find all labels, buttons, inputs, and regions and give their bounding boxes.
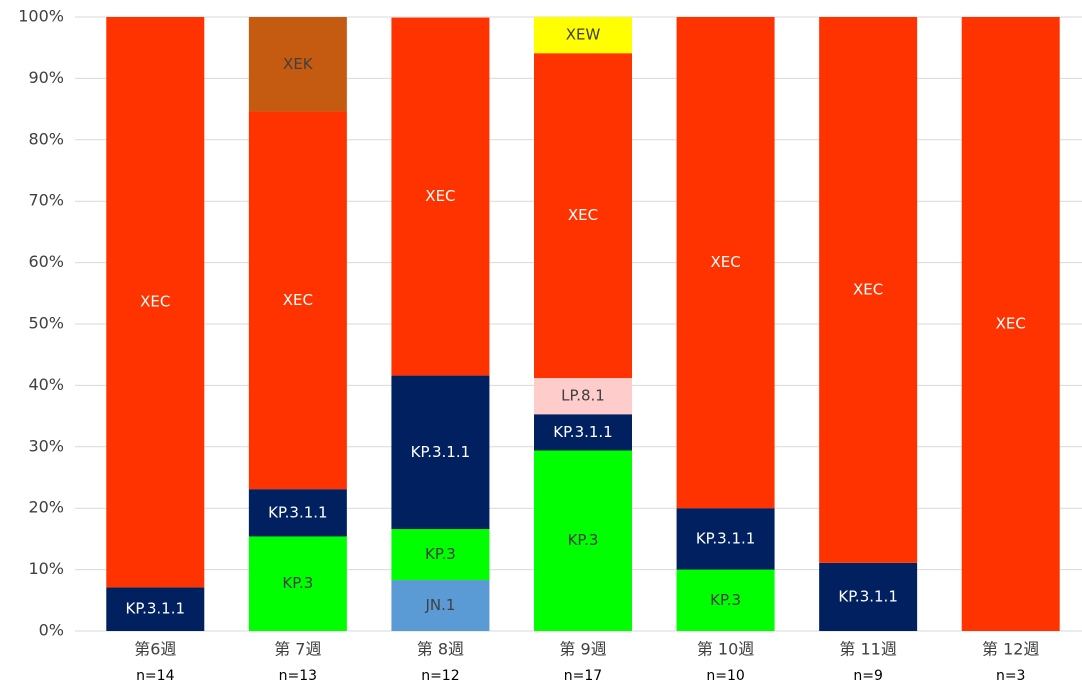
bar-segment: [534, 53, 632, 379]
segment-label: XEC: [140, 293, 170, 311]
segment-label: KP.3: [425, 545, 456, 563]
segment-label: XEC: [283, 291, 313, 309]
segment-label: JN.1: [424, 596, 455, 614]
bar-segment: [391, 580, 490, 631]
bar-segment: [248, 111, 347, 490]
segment-label: KP.3: [568, 531, 599, 549]
y-tick-label: 60%: [28, 252, 64, 271]
y-tick-label: 0%: [39, 621, 64, 640]
x-tick-label: 第6週: [134, 640, 176, 659]
bar-segment: [961, 17, 1060, 631]
segment-label: KP.3.1.1: [838, 587, 897, 605]
segment-label: XEW: [566, 26, 601, 44]
segment-label: XEC: [853, 280, 883, 298]
x-tick-label: 第 12週: [982, 640, 1039, 659]
bar-segment: [534, 414, 632, 451]
segment-label: KP.3.1.1: [411, 443, 470, 461]
segment-label: LP.8.1: [561, 387, 605, 405]
sample-size-label: n=3: [996, 668, 1026, 684]
segment-label: KP.3.1.1: [553, 423, 612, 441]
bar-segment: [391, 17, 490, 376]
bar-segment: [248, 489, 347, 537]
segment-label: KP.3.1.1: [268, 503, 327, 521]
x-tick-label: 第 8週: [417, 640, 464, 659]
y-tick-label: 100%: [18, 7, 64, 26]
segment-label: KP.3.1.1: [126, 600, 185, 618]
y-tick-label: 50%: [28, 314, 64, 333]
bar-segment: [676, 508, 775, 570]
segment-label: XEC: [996, 315, 1026, 333]
bar-segment: [534, 450, 632, 631]
segment-label: KP.3: [710, 591, 741, 609]
y-tick-label: 40%: [28, 375, 64, 394]
bar-segment: [106, 587, 205, 631]
bar-segment: [248, 536, 347, 631]
sample-size-label: n=12: [421, 668, 459, 684]
x-tick-label: 第 7週: [274, 640, 321, 659]
y-tick-label: 70%: [28, 191, 64, 210]
bar-segment: [676, 17, 775, 509]
bar-segment: [534, 17, 632, 54]
y-tick-label: 80%: [28, 129, 64, 148]
segment-label: XEC: [425, 187, 455, 205]
segment-label: KP.3: [282, 574, 313, 592]
bar-segment: [534, 378, 632, 415]
y-tick-label: 30%: [28, 436, 64, 455]
y-tick-label: 10%: [28, 559, 64, 578]
sample-size-label: n=10: [706, 668, 744, 684]
bar-segment: [819, 562, 918, 631]
segment-label: XEC: [568, 206, 598, 224]
y-tick-label: 90%: [28, 68, 64, 87]
sample-size-label: n=17: [564, 668, 602, 684]
y-tick-label: 20%: [28, 498, 64, 517]
x-tick-label: 第 9週: [559, 640, 606, 659]
sample-size-label: n=9: [853, 668, 883, 684]
x-tick-label: 第 11週: [839, 640, 896, 659]
sample-size-label: n=14: [136, 668, 175, 684]
x-tick-label: 第 10週: [697, 640, 754, 659]
bar-segment: [106, 17, 205, 588]
sample-size-label: n=13: [279, 668, 317, 684]
segment-label: XEK: [283, 55, 314, 73]
bar-segment: [819, 17, 918, 563]
segment-label: XEC: [710, 253, 740, 271]
bar-segment: [676, 569, 775, 631]
bar-segment: [248, 17, 347, 112]
bar-segment: [391, 529, 490, 581]
segment-label: KP.3.1.1: [696, 529, 755, 547]
bar-segment: [391, 375, 490, 530]
